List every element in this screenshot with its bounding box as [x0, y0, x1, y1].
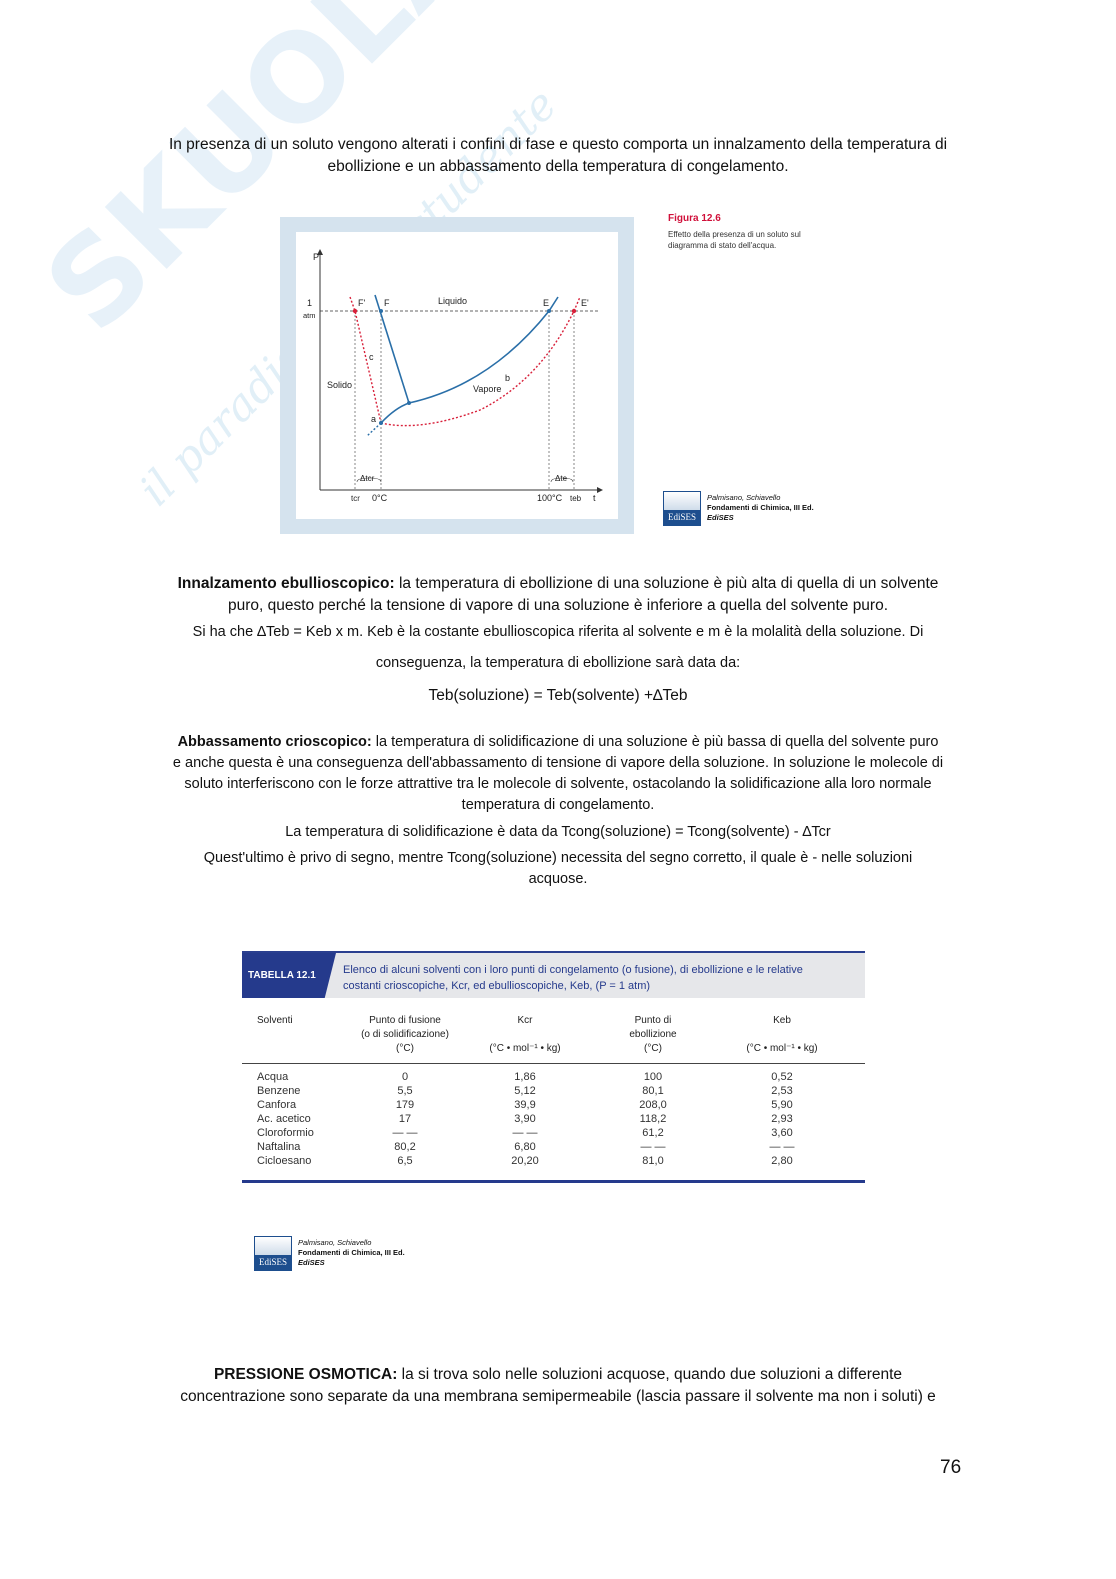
intro-line-2: ebollizione e un abbassamento della temp… [327, 158, 789, 175]
table-tag: TABELLA 12.1 [242, 953, 336, 998]
publisher-credit: EdiSES Palmisano, Schiavello Fondamenti d… [663, 491, 843, 526]
label-100c: 100°C [537, 493, 563, 503]
guide-lines [354, 311, 575, 490]
crio-line-4: temperatura di congelamento. [461, 797, 655, 813]
solvent-name: Cloroformio [257, 1127, 314, 1139]
table-cell: 3,60 [771, 1127, 793, 1139]
table-cell: 80,2 [394, 1141, 416, 1153]
crio-formula: La temperatura di solidificazione è data… [285, 824, 831, 840]
table-cell: 5,5 [397, 1085, 413, 1097]
crio-line-6: Quest'ultimo è privo di segno, mentre Tc… [203, 850, 913, 866]
table-cell: — — [640, 1141, 666, 1153]
intro-line-1: In presenza di un soluto vengono alterat… [168, 136, 948, 153]
table-cell: 5,12 [514, 1085, 536, 1097]
label-liquido: Liquido [438, 296, 467, 306]
solvents-table: TABELLA 12.1 Elenco di alcuni solventi c… [242, 951, 865, 1184]
solvent-name: Ac. acetico [257, 1113, 311, 1125]
publisher-credit-2: EdiSES Palmisano, Schiavello Fondamenti d… [254, 1236, 434, 1271]
table-cell: 6,80 [514, 1141, 536, 1153]
table-cell: 17 [398, 1113, 412, 1125]
table-cell: — — [769, 1141, 795, 1153]
label-teb: teb [570, 494, 582, 503]
table-cell: 1,86 [514, 1071, 536, 1083]
label-p: P [313, 252, 319, 262]
table-cell: 208,0 [639, 1099, 667, 1111]
ebullio-line-1: Innalzamento ebullioscopico: la temperat… [177, 575, 939, 592]
label-f-prime: F' [358, 298, 365, 308]
table-cell: 100 [643, 1071, 663, 1083]
label-a: a [371, 414, 376, 424]
phase-diagram-figure [280, 217, 634, 534]
label-t: t [593, 493, 596, 503]
table-cell: 61,2 [642, 1127, 664, 1139]
ebullio-formula: Teb(soluzione) = Teb(solvente) +∆Teb [428, 687, 688, 704]
osmotic-line-2: concentrazione sono separate da una memb… [180, 1388, 936, 1405]
table-cell: 0,52 [771, 1071, 793, 1083]
label-b: b [505, 373, 510, 383]
column-header: Keb (°C • mol⁻¹ • kg) [746, 1015, 818, 1054]
label-e-prime: E' [581, 298, 589, 308]
solution-vapor-curve [380, 296, 581, 427]
ebullio-line-4: conseguenza, la temperatura di ebollizio… [375, 655, 741, 671]
label-tcr: tcr [351, 494, 360, 503]
table-cell: 81,0 [642, 1155, 664, 1167]
crio-line-3: soluto interferiscono con le forze attra… [184, 776, 932, 792]
table-cell: — — [512, 1127, 538, 1139]
table-title: Elenco di alcuni solventi con i loro pun… [343, 964, 803, 992]
vapor-curve [380, 296, 559, 424]
table-cell: 80,1 [642, 1085, 664, 1097]
solvent-name: Acqua [257, 1071, 289, 1083]
fusion-curve [374, 294, 410, 404]
table-cell: — — [392, 1127, 418, 1139]
column-header: Kcr (°C • mol⁻¹ • kg) [489, 1015, 561, 1054]
label-e: E [543, 298, 549, 308]
column-header: Punto di fusione (o di solidificazione) … [361, 1015, 449, 1054]
table-cell: 2,93 [771, 1113, 793, 1125]
solvent-name: Benzene [257, 1085, 301, 1097]
figure-title: Figura 12.6 [668, 213, 721, 224]
label-f: F [384, 298, 390, 308]
solvent-name: Canfora [257, 1099, 297, 1111]
figure-caption: Effetto della presenza di un soluto sul … [668, 230, 801, 250]
table-cell: 20,20 [511, 1155, 539, 1167]
table-cell: 3,90 [514, 1113, 536, 1125]
label-delta-te: Δte [555, 474, 568, 483]
table-cell: 5,90 [771, 1099, 793, 1111]
osmotic-line-1: PRESSIONE OSMOTICA: la si trova solo nel… [213, 1366, 903, 1383]
label-atm: atm [303, 311, 316, 320]
edises-logo: EdiSES [254, 1236, 292, 1271]
crio-line-1: Abbassamento crioscopico: la temperatura… [177, 734, 939, 750]
label-0c: 0°C [372, 493, 388, 503]
table-cell: 2,80 [771, 1155, 793, 1167]
table-cell: 179 [395, 1099, 415, 1111]
solution-fusion-curve [349, 296, 382, 424]
crio-line-7: acquose. [528, 871, 588, 887]
label-delta-tcr: Δtcr [360, 474, 375, 483]
phase-diagram: P 1 atm F' F Liquido E E' c Solido b Vap… [303, 249, 603, 503]
label-vapore: Vapore [473, 384, 501, 394]
table-cell: 39,9 [514, 1099, 536, 1111]
solvent-name: Naftalina [257, 1141, 301, 1153]
ebullio-line-2: puro, questo perché la tensione di vapor… [227, 597, 889, 614]
label-1: 1 [307, 298, 312, 308]
page-number: 76 [940, 1457, 962, 1478]
table-cell: 0 [401, 1071, 409, 1083]
edises-logo: EdiSES [663, 491, 701, 526]
column-header: Solventi [257, 1015, 293, 1026]
ebullio-line-3: Si ha che ∆Teb = Keb x m. Keb è la costa… [192, 624, 924, 640]
label-solido: Solido [327, 380, 352, 390]
table-cell: 6,5 [397, 1155, 413, 1167]
crio-line-2: e anche questa è una conseguenza dell'ab… [172, 755, 944, 771]
table-cell: 118,2 [639, 1113, 667, 1125]
label-c: c [369, 352, 374, 362]
table-cell: 2,53 [771, 1085, 793, 1097]
solvent-name: Cicloesano [257, 1155, 312, 1167]
column-header: Punto di ebollizione (°C) [629, 1015, 677, 1054]
sublimation-extension [366, 422, 382, 437]
